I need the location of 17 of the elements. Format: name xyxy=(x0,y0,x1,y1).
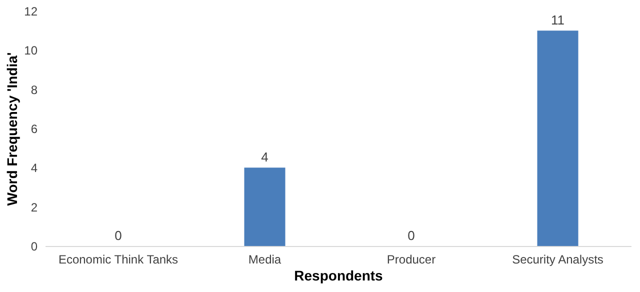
y-tick-label: 6 xyxy=(30,122,38,136)
y-axis-title: Word Frequency 'India' xyxy=(4,52,20,206)
y-tick-label: 12 xyxy=(24,4,38,18)
y-tick-label: 0 xyxy=(30,240,38,254)
x-tick-label: Producer xyxy=(386,252,436,266)
y-tick-label: 4 xyxy=(30,161,38,176)
data-label: 0 xyxy=(114,228,122,243)
y-tick-label: 10 xyxy=(24,44,38,58)
x-tick-label: Economic Think Tanks xyxy=(58,252,178,266)
x-axis-title: Respondents xyxy=(294,268,384,284)
x-tick-label: Security Analysts xyxy=(512,252,604,266)
data-label: 11 xyxy=(551,12,564,28)
y-tick-label: 8 xyxy=(30,82,38,97)
x-tick-label: Media xyxy=(248,252,282,266)
data-label: 4 xyxy=(261,150,268,165)
data-label: 0 xyxy=(408,228,415,243)
y-tick-label: 2 xyxy=(30,200,38,214)
